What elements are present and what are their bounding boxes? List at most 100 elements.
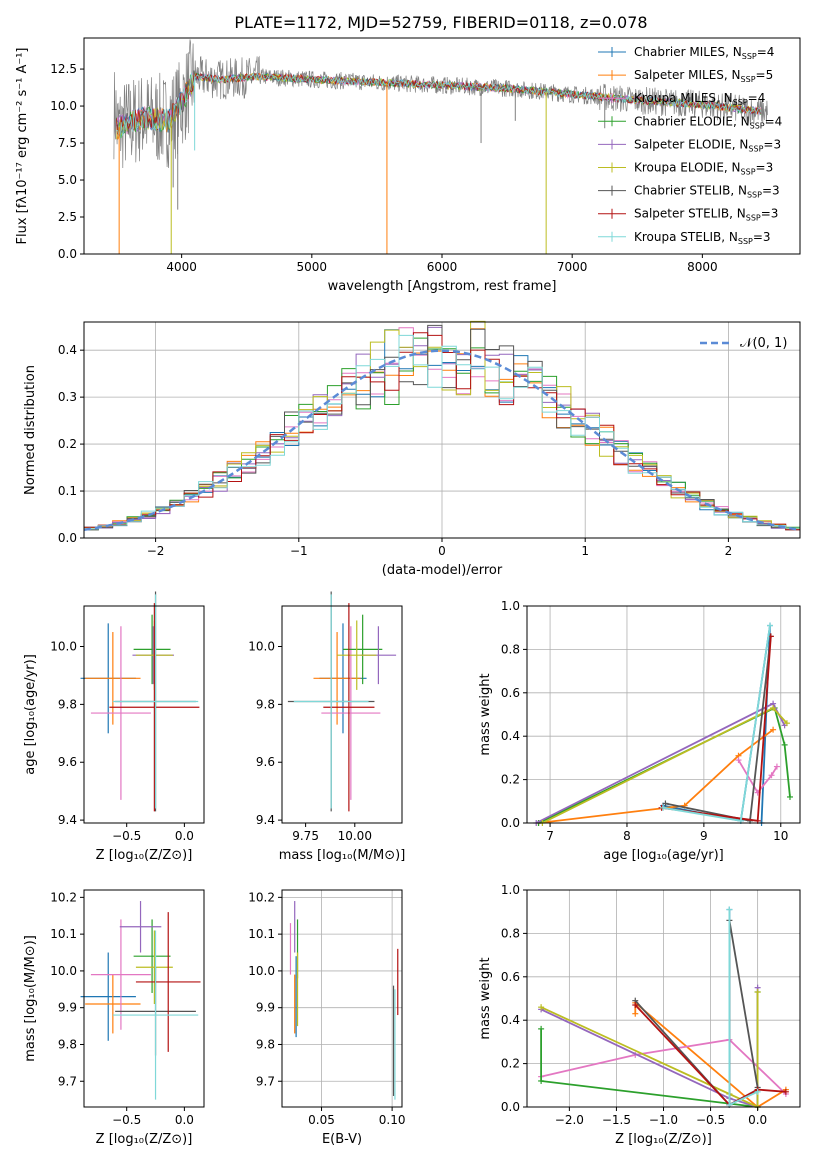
mass-weight-line	[634, 1000, 787, 1109]
legend-suffix: =3	[756, 161, 774, 175]
y-tick-label: 0.8	[501, 926, 520, 940]
y-tick-label: 10.2	[248, 890, 275, 904]
legend-label: Salpeter ELODIE, N	[634, 137, 748, 151]
y-tick-label: 9.8	[256, 1037, 275, 1051]
y-tick-label: 1.0	[501, 599, 520, 613]
figure-title: PLATE=1172, MJD=52759, FIBERID=0118, z=0…	[234, 13, 647, 32]
y-tick-label: 9.8	[58, 1037, 77, 1051]
y-axis-label: Normed distribution	[23, 365, 38, 495]
y-tick-label: 10.0	[248, 964, 275, 978]
x-tick-label: 7000	[557, 260, 588, 274]
y-tick-label: 0.2	[58, 437, 77, 451]
x-axis-label: Z [log₁₀(Z/Z⊙)]	[96, 848, 193, 863]
legend-entry: Salpeter MILES, NSSP=5	[634, 68, 773, 84]
legend-label: Chabrier ELODIE, N	[634, 114, 750, 128]
x-tick-label: −0.5	[112, 1113, 141, 1127]
y-tick-label: 0.2	[501, 773, 520, 787]
x-tick-label: 0.0	[748, 1113, 767, 1127]
x-tick-label: 10.00	[338, 829, 372, 843]
x-axis-label: (data-model)/error	[382, 563, 503, 578]
x-tick-label: 9	[700, 829, 708, 843]
legend-entry: Chabrier ELODIE, NSSP=4	[634, 114, 782, 130]
y-axis-label: Flux [fλ10⁻¹⁷ erg cm⁻² s⁻¹ A⁻¹]	[15, 48, 30, 245]
x-tick-label: 0.0	[175, 1113, 194, 1127]
y-axis-label: mass weight	[478, 673, 493, 755]
x-axis-label: Z [log₁₀(Z/Z⊙)]	[615, 1132, 712, 1147]
y-tick-label: 0.4	[58, 343, 77, 357]
legend-sub: SSP	[741, 168, 756, 177]
x-tick-label: 0	[438, 544, 446, 558]
y-tick-label: 9.7	[256, 1074, 275, 1088]
x-tick-label: 10	[773, 829, 788, 843]
legend-sub: SSP	[750, 121, 765, 130]
x-axis-label: E(B-V)	[322, 1132, 362, 1147]
legend-sub: SSP	[748, 144, 763, 153]
legend-suffix: =3	[763, 137, 781, 151]
x-tick-label: 0.05	[308, 1113, 335, 1127]
x-tick-label: 9.75	[292, 829, 319, 843]
legend-label: Salpeter MILES, N	[634, 68, 741, 82]
legend-suffix: =4	[748, 91, 766, 105]
x-axis-label: mass [log₁₀(M/M⊙)]	[279, 848, 406, 863]
x-tick-label: −2	[147, 544, 165, 558]
legend-label: Kroupa MILES, N	[634, 91, 733, 105]
legend-entry: Salpeter STELIB, NSSP=3	[634, 207, 778, 223]
legend-sub: SSP	[742, 52, 757, 61]
model-spectrum-line	[116, 71, 762, 139]
x-tick-label: 6000	[427, 260, 458, 274]
legend-sub: SSP	[747, 191, 762, 200]
x-tick-label: 1	[581, 544, 589, 558]
y-tick-label: 10.1	[248, 927, 275, 941]
y-tick-label: 0.0	[58, 531, 77, 545]
legend-entry: Kroupa MILES, NSSP=4	[634, 91, 765, 107]
legend-suffix: =4	[757, 45, 775, 59]
legend-label: Kroupa STELIB, N	[634, 230, 738, 244]
x-tick-label: 8	[623, 829, 631, 843]
y-tick-label: 0.4	[501, 1013, 520, 1027]
x-axis-label: wavelength [Angstrom, rest frame]	[328, 279, 557, 294]
axes-frame	[281, 605, 403, 824]
x-axis-label: age [log₁₀(age/yr)]	[603, 848, 724, 863]
axes-frame	[83, 605, 205, 824]
mass-weight-line	[634, 1004, 786, 1106]
x-tick-label: 7	[546, 829, 554, 843]
legend-sub: SSP	[738, 237, 753, 246]
y-tick-label: 0.0	[501, 1100, 520, 1114]
y-tick-label: 0.2	[501, 1057, 520, 1071]
y-tick-label: 0.6	[501, 686, 520, 700]
y-tick-label: 9.4	[58, 813, 77, 827]
legend-sub: SSP	[746, 214, 761, 223]
legend-label: Chabrier MILES, N	[634, 45, 742, 59]
x-tick-label: 0.10	[379, 1113, 406, 1127]
x-tick-label: −0.5	[112, 829, 141, 843]
residual-histogram	[84, 332, 800, 531]
x-tick-label: −1.0	[649, 1113, 678, 1127]
x-tick-label: 5000	[297, 260, 328, 274]
legend-entry: Kroupa STELIB, NSSP=3	[634, 230, 771, 246]
legend-entry: Chabrier MILES, NSSP=4	[634, 45, 774, 61]
y-tick-label: 9.7	[58, 1074, 77, 1088]
legend-sub: SSP	[733, 98, 748, 107]
y-tick-label: 0.1	[58, 484, 77, 498]
axes-frame	[281, 889, 403, 1108]
y-tick-label: 0.0	[58, 247, 77, 261]
x-tick-label: −0.5	[696, 1113, 725, 1127]
mass-weight-line	[540, 992, 759, 1109]
x-tick-label: −1	[290, 544, 308, 558]
y-axis-label: mass weight	[478, 957, 493, 1039]
y-tick-label: 9.8	[256, 697, 275, 711]
y-tick-label: 9.9	[256, 1001, 275, 1015]
normal-curve	[83, 349, 801, 532]
legend-label: Kroupa ELODIE, N	[634, 161, 741, 175]
y-tick-label: 2.5	[58, 210, 77, 224]
y-tick-label: 0.3	[58, 390, 77, 404]
model-spectrum-line	[116, 72, 762, 136]
y-tick-label: 10.0	[248, 640, 275, 654]
y-tick-label: 9.8	[58, 697, 77, 711]
y-tick-label: 0.6	[501, 970, 520, 984]
y-tick-label: 10.0	[50, 964, 77, 978]
y-axis-label: age [log₁₀(age/yr)]	[23, 654, 38, 775]
legend-sub: SSP	[741, 75, 756, 84]
y-tick-label: 9.6	[256, 755, 275, 769]
y-tick-label: 9.6	[58, 755, 77, 769]
